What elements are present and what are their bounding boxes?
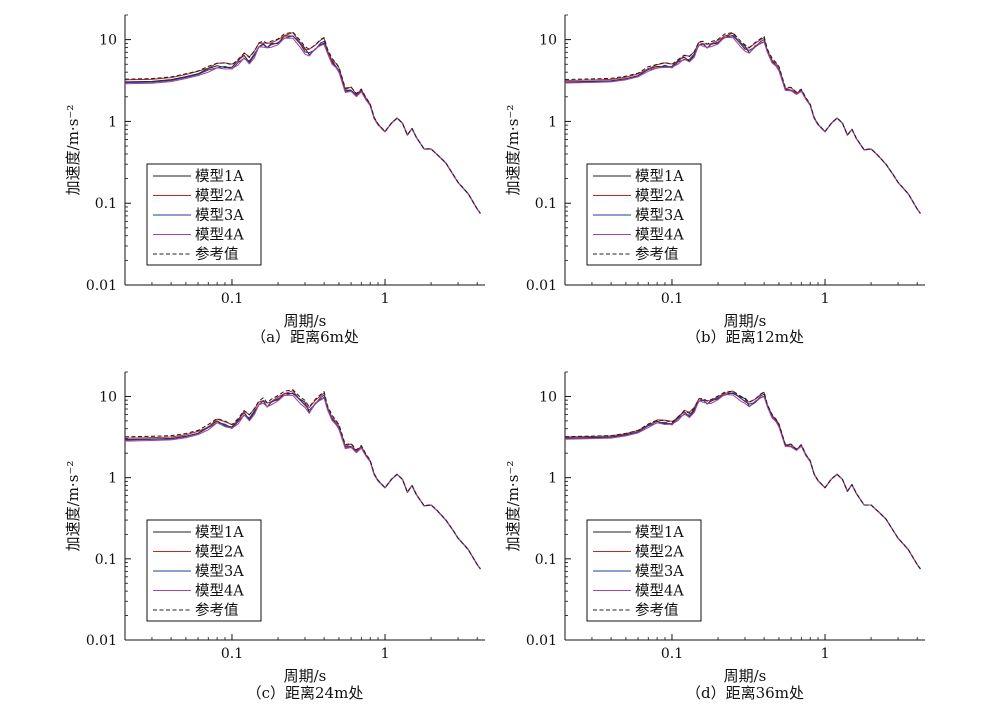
x-tick-label: 1 — [821, 291, 830, 307]
panel-caption: （b）距离12m处 — [686, 328, 804, 346]
y-tick-label: 0.01 — [86, 278, 117, 294]
legend-label: 模型3A — [635, 207, 684, 224]
legend: 模型1A 模型2A 模型3A 模型4A 参考值 — [586, 163, 702, 266]
series-line-4 — [124, 37, 481, 214]
y-tick-label: 0.1 — [535, 196, 557, 212]
series-line-4 — [124, 394, 481, 570]
y-tick-label: 1 — [548, 471, 557, 487]
legend-label: 参考值 — [195, 602, 239, 619]
x-axis-label: 周期/s — [284, 312, 327, 330]
legend-label: 参考值 — [635, 246, 679, 263]
y-tick-label: 1 — [108, 114, 117, 130]
legend-label: 模型4A — [635, 583, 684, 600]
y-axis-label: 加速度/m·s⁻² — [504, 461, 522, 552]
series-line-4 — [564, 36, 921, 214]
legend-label: 模型1A — [195, 524, 244, 541]
legend: 模型1A 模型2A 模型3A 模型4A 参考值 — [586, 519, 702, 622]
legend-label: 模型1A — [195, 168, 244, 185]
series-line-5 — [124, 31, 481, 214]
legend-label: 模型4A — [195, 227, 244, 244]
legend-label: 模型4A — [195, 583, 244, 600]
y-tick-label: 0.01 — [86, 633, 117, 649]
legend-label: 参考值 — [195, 246, 239, 263]
y-tick-label: 0.1 — [95, 196, 117, 212]
chart-panel-3: 0.01 0.1 1 10 0.1 1 周期/s 加速度/m·s⁻² （c）距离24m处 模型1A… — [64, 371, 485, 702]
y-tick-label: 0.1 — [95, 552, 117, 568]
x-tick-label: 1 — [381, 646, 390, 662]
x-tick-label: 1 — [821, 646, 830, 662]
legend-label: 模型3A — [195, 563, 244, 580]
panel-caption: （d）距离36m处 — [686, 684, 804, 702]
series-line-5 — [564, 390, 921, 570]
x-tick-label: 1 — [381, 291, 390, 307]
y-tick-label: 10 — [539, 389, 557, 405]
y-tick-label: 1 — [548, 114, 557, 130]
legend-label: 模型2A — [635, 544, 684, 561]
legend-label: 模型4A — [635, 227, 684, 244]
y-tick-label: 10 — [539, 33, 557, 49]
y-tick-label: 10 — [99, 389, 117, 405]
panel-caption: （c）距离24m处 — [247, 684, 364, 702]
x-tick-label: 0.1 — [221, 291, 243, 307]
x-tick-label: 0.1 — [661, 291, 683, 307]
x-axis-label: 周期/s — [724, 667, 767, 685]
y-tick-label: 1 — [108, 471, 117, 487]
chart-panel-2: 0.01 0.1 1 10 0.1 1 周期/s 加速度/m·s⁻² （b）距离12m处 模型1A… — [504, 14, 925, 346]
legend-label: 模型1A — [635, 168, 684, 185]
x-axis-label: 周期/s — [724, 312, 767, 330]
x-tick-label: 0.1 — [661, 646, 683, 662]
y-tick-label: 10 — [99, 33, 117, 49]
x-axis-label: 周期/s — [284, 667, 327, 685]
y-axis-label: 加速度/m·s⁻² — [504, 105, 522, 196]
legend-label: 模型3A — [195, 207, 244, 224]
legend-label: 模型2A — [195, 544, 244, 561]
y-axis-label: 加速度/m·s⁻² — [64, 461, 82, 552]
legend: 模型1A 模型2A 模型3A 模型4A 参考值 — [146, 163, 262, 266]
y-tick-label: 0.01 — [526, 278, 557, 294]
series-line-5 — [124, 389, 481, 570]
legend-label: 模型1A — [635, 524, 684, 541]
y-axis-label: 加速度/m·s⁻² — [64, 105, 82, 196]
legend: 模型1A 模型2A 模型3A 模型4A 参考值 — [146, 519, 262, 622]
legend-label: 模型2A — [195, 188, 244, 205]
legend-label: 参考值 — [635, 602, 679, 619]
legend-label: 模型3A — [635, 563, 684, 580]
x-tick-label: 0.1 — [221, 646, 243, 662]
y-tick-label: 0.01 — [526, 633, 557, 649]
legend-label: 模型2A — [635, 188, 684, 205]
panel-caption: （a）距离6m处 — [251, 328, 359, 346]
chart-panel-4: 0.01 0.1 1 10 0.1 1 周期/s 加速度/m·s⁻² （d）距离36m处 模型1A… — [504, 371, 925, 702]
y-tick-label: 0.1 — [535, 552, 557, 568]
